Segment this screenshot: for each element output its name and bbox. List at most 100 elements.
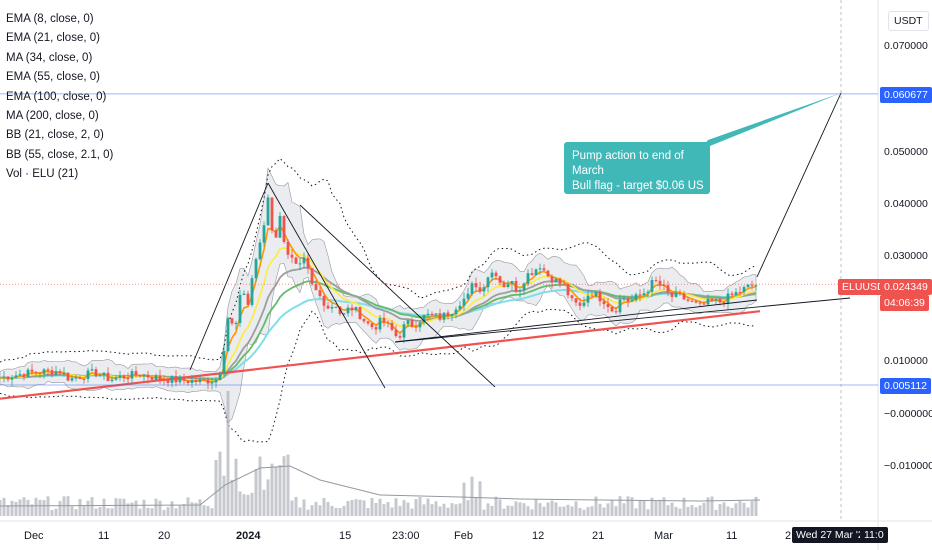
candle-body <box>518 290 522 292</box>
candle-body <box>586 295 590 303</box>
price-tick: 0.040000 <box>884 198 928 210</box>
volume-bar <box>206 505 210 516</box>
callout-pointer <box>700 93 841 150</box>
trendline <box>394 299 758 343</box>
volume-bar <box>126 503 130 516</box>
legend-bb55[interactable]: BB (55, close, 2.1, 0) <box>6 148 114 161</box>
candle-body <box>338 306 342 315</box>
candle-body <box>686 299 690 301</box>
legend-ema8[interactable]: EMA (8, close, 0) <box>6 13 94 25</box>
candle-body <box>278 215 282 238</box>
volume-bar <box>554 502 558 516</box>
crosshair-date-tag: Wed 27 Mar '24 <box>792 527 874 543</box>
volume-bar <box>278 465 282 516</box>
time-label: 2 <box>785 530 792 542</box>
trendline <box>189 182 269 371</box>
candle-body <box>158 375 162 381</box>
legend-ma34[interactable]: MA (34, close, 0) <box>6 51 93 64</box>
candle-body <box>126 378 130 380</box>
volume-bar <box>486 503 490 516</box>
candle-body <box>346 307 350 314</box>
candle-body <box>130 371 134 379</box>
legend-ma200[interactable]: MA (200, close, 0) <box>6 110 99 123</box>
ma200-line <box>0 310 761 400</box>
candle-body <box>58 371 62 374</box>
volume-bar <box>246 494 250 516</box>
volume-bar <box>626 496 630 516</box>
candle-body <box>738 292 742 294</box>
candle-body <box>594 292 598 297</box>
volume-bar <box>494 496 498 516</box>
candle-body <box>18 374 22 376</box>
candle-body <box>458 305 462 310</box>
volume-bar <box>530 509 534 516</box>
legend-ema100[interactable]: EMA (100, close, 0) <box>6 90 107 103</box>
candle-body <box>138 375 142 377</box>
candle-body <box>722 302 726 304</box>
candle-body <box>22 374 26 378</box>
volume-bar <box>538 503 542 516</box>
volume-bar <box>166 507 170 516</box>
volume-bar <box>86 500 90 516</box>
volume-bar <box>446 507 450 516</box>
candle-body <box>86 370 90 379</box>
candle-body <box>250 278 254 305</box>
ema8-line <box>0 224 757 383</box>
legend-bb21[interactable]: BB (21, close, 2, 0) <box>6 129 104 142</box>
volume-bar <box>382 504 386 516</box>
volume-bar <box>474 497 478 516</box>
candle-body <box>334 306 338 308</box>
candle-body <box>310 268 314 284</box>
candle-body <box>114 377 118 380</box>
volume-bar <box>470 476 474 516</box>
volume-bar <box>330 505 334 516</box>
legend-ema21[interactable]: EMA (21, close, 0) <box>6 32 100 45</box>
candle-body <box>94 369 98 377</box>
candle-body <box>222 350 226 375</box>
volume-bar <box>658 499 662 516</box>
annotation-callout[interactable]: Pump action to end of March Bull flag - … <box>564 142 710 194</box>
price-unit[interactable]: USDT <box>888 11 929 31</box>
volume-bar <box>454 504 458 516</box>
volume-bar <box>50 509 54 516</box>
volume-bar <box>518 502 522 516</box>
candle-body <box>614 311 618 313</box>
volume-bar <box>642 500 646 516</box>
volume-bar <box>18 499 22 516</box>
volume-bar <box>134 500 138 516</box>
volume-bar <box>738 500 742 516</box>
candle-body <box>34 371 38 373</box>
volume-bar <box>622 503 626 516</box>
candle-body <box>110 379 114 382</box>
legend-volume[interactable]: Vol · ELU (21) <box>6 168 79 181</box>
candle-body <box>690 300 694 302</box>
volume-bar <box>22 497 26 516</box>
volume-bar <box>402 500 406 516</box>
volume-bar <box>338 508 342 516</box>
volume-bar <box>346 501 350 516</box>
candle-body <box>582 302 586 306</box>
volume-bar <box>318 505 322 516</box>
volume-bar <box>562 506 566 516</box>
candle-body <box>602 301 606 305</box>
candle-body <box>394 329 398 337</box>
candle-body <box>258 242 262 260</box>
volume-bar <box>722 502 726 516</box>
candle-body <box>122 375 126 379</box>
legend-ema55[interactable]: EMA (55, close, 0) <box>6 71 100 84</box>
volume-bar <box>750 500 754 516</box>
candle-body <box>198 379 202 383</box>
volume-bar <box>358 499 362 516</box>
volume-bar <box>698 505 702 516</box>
candle-body <box>306 257 310 269</box>
volume-bar <box>690 505 694 516</box>
volume-bar <box>218 451 222 516</box>
volume-bar <box>214 459 218 516</box>
volume-bar <box>190 502 194 516</box>
volume-bar <box>558 506 562 516</box>
candle-body <box>426 313 430 316</box>
volume-bar <box>266 479 270 516</box>
volume-bar <box>570 506 574 516</box>
candle-body <box>318 290 322 297</box>
